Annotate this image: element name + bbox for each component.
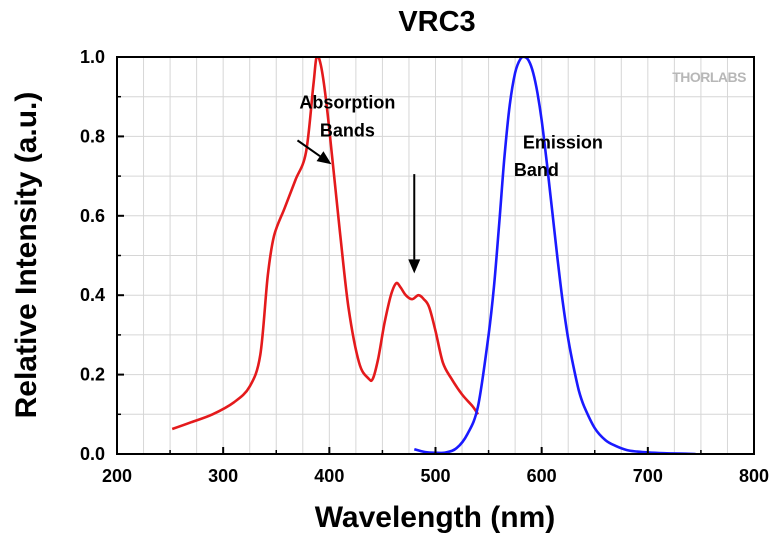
series-group: [171, 57, 696, 454]
annotation-text: Absorption: [299, 93, 395, 113]
x-tick-label: 200: [102, 466, 132, 486]
watermark: THORLABS: [672, 69, 746, 85]
x-tick-label: 700: [633, 466, 663, 486]
y-tick-label: 0.4: [80, 285, 105, 305]
x-tick-label: 400: [314, 466, 344, 486]
chart-title: VRC3: [398, 6, 475, 38]
annotation-text: Emission: [523, 132, 603, 152]
annotation-arrow-head: [316, 151, 332, 165]
x-tick-label: 600: [527, 466, 557, 486]
annotation-text: Bands: [320, 120, 375, 140]
x-tick-label: 800: [739, 466, 769, 486]
annotation-text: Band: [514, 160, 559, 180]
y-tick-label: 1.0: [80, 47, 105, 67]
annotations: Absorption Bands Emission Band: [296, 93, 603, 274]
annotation-arrow-head: [408, 259, 421, 274]
series-line-1: [413, 57, 696, 454]
axis-ticks: 200 300 400 500 600 700 800 0.0 0.2 0.4 0.6 0.8 1.0: [80, 47, 769, 486]
y-tick-label: 0.6: [80, 206, 105, 226]
y-axis-label: Relative Intensity (a.u.): [10, 92, 43, 419]
y-tick-label: 0.8: [80, 126, 105, 146]
x-axis-label: Wavelength (nm): [315, 501, 556, 534]
annotation-arrow-shaft: [296, 139, 321, 157]
y-tick-label: 0.0: [80, 444, 105, 464]
grid: [117, 57, 754, 454]
x-tick-label: 500: [420, 466, 450, 486]
x-tick-label: 300: [208, 466, 238, 486]
y-tick-label: 0.2: [80, 365, 105, 385]
series-line-0: [171, 57, 480, 431]
